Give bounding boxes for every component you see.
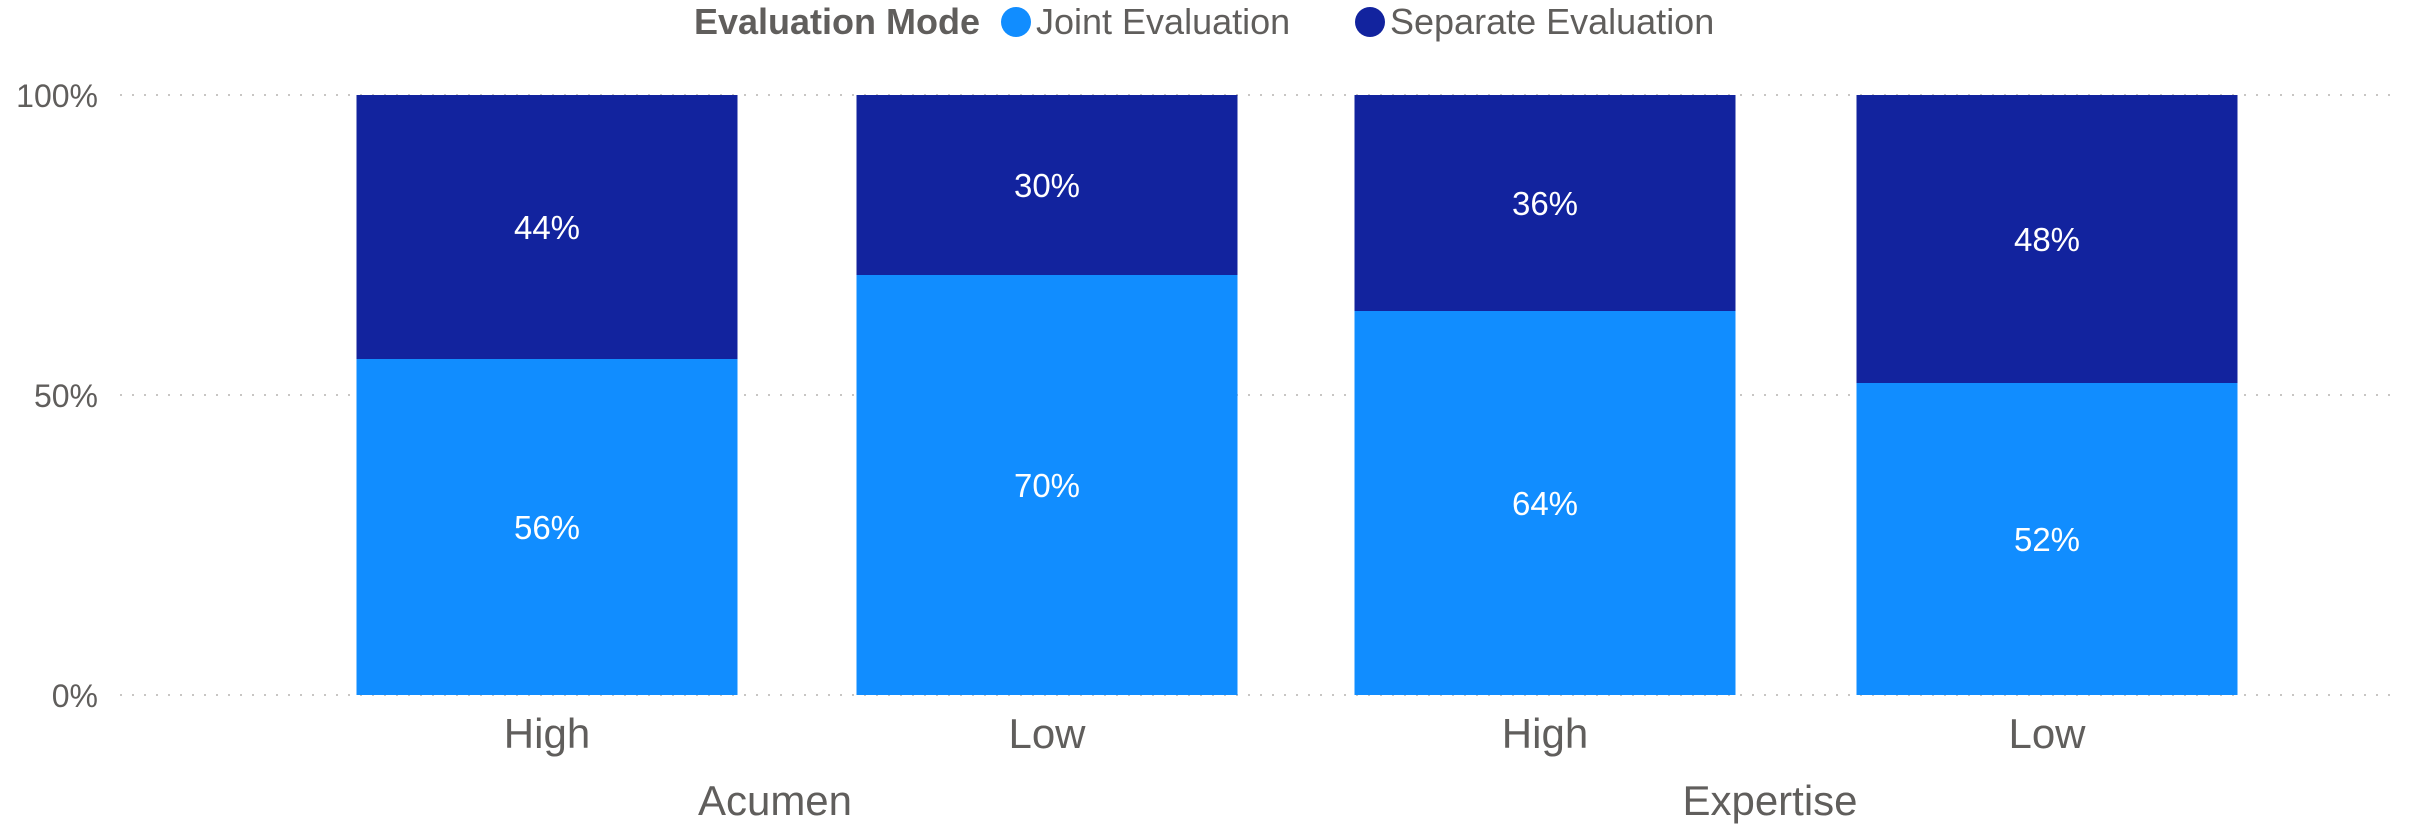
bar-segment-joint-evaluation[interactable] — [356, 359, 738, 695]
data-label: 70% — [1014, 467, 1080, 504]
x-group-label: Acumen — [698, 777, 852, 824]
legend-label-joint-evaluation: Joint Evaluation — [1036, 1, 1290, 42]
legend-item-joint-evaluation[interactable]: Joint Evaluation — [1001, 1, 1290, 42]
bar-segment-separate-evaluation[interactable] — [356, 95, 738, 359]
x-tick-label: High — [504, 710, 590, 757]
data-label: 36% — [1512, 185, 1578, 222]
legend-marker-joint-evaluation — [1001, 7, 1031, 37]
bar-segment-joint-evaluation[interactable] — [1856, 383, 2238, 695]
data-label: 48% — [2014, 221, 2080, 258]
data-label: 30% — [1014, 167, 1080, 204]
x-axis: High Low High Low Acumen Expertise — [504, 710, 2086, 824]
data-label: 44% — [514, 209, 580, 246]
y-tick-label: 100% — [16, 78, 98, 114]
bar-segment-joint-evaluation[interactable] — [1354, 311, 1736, 695]
legend-title: Evaluation Mode — [694, 1, 980, 42]
y-tick-label: 0% — [52, 678, 98, 714]
bar-segment-separate-evaluation[interactable] — [1354, 95, 1736, 311]
x-group-label: Expertise — [1682, 777, 1857, 824]
y-axis: 0% 50% 100% — [16, 78, 98, 714]
legend: Evaluation Mode Joint Evaluation Separat… — [694, 1, 1714, 42]
bar-segment-separate-evaluation[interactable] — [856, 95, 1238, 275]
x-tick-label: High — [1502, 710, 1588, 757]
legend-marker-separate-evaluation — [1355, 7, 1385, 37]
x-tick-label: Low — [1008, 710, 1086, 757]
x-tick-label: Low — [2008, 710, 2086, 757]
legend-item-separate-evaluation[interactable]: Separate Evaluation — [1355, 1, 1714, 42]
bar-segment-joint-evaluation[interactable] — [856, 275, 1238, 695]
data-label: 52% — [2014, 521, 2080, 558]
bar-segment-separate-evaluation[interactable] — [1856, 95, 2238, 383]
y-tick-label: 50% — [34, 378, 98, 414]
bars: 56% 44% 70% 30% 64% 36% 52% 48% — [356, 95, 2238, 695]
legend-label-separate-evaluation: Separate Evaluation — [1390, 1, 1714, 42]
data-label: 64% — [1512, 485, 1578, 522]
data-label: 56% — [514, 509, 580, 546]
